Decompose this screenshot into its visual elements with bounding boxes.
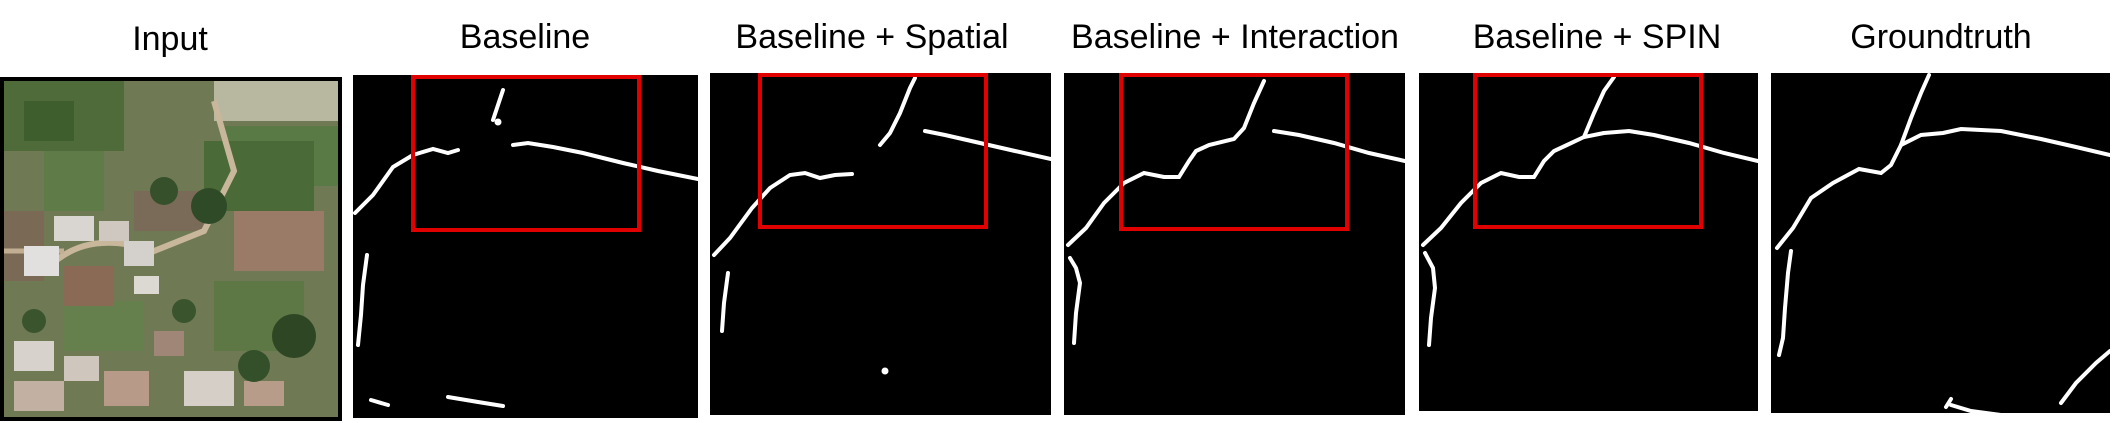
highlight-box: [411, 75, 641, 232]
prediction-map-baseline: [353, 75, 698, 418]
panel-title-input: Input: [132, 20, 208, 58]
panel-title-groundtruth: Groundtruth: [1850, 18, 2032, 56]
input-aerial-image: [0, 77, 342, 421]
prediction-map-baseline-spatial: [710, 73, 1051, 415]
panel-title-baseline-spatial: Baseline + Spatial: [735, 18, 1009, 56]
prediction-map-baseline-spin: [1419, 73, 1758, 411]
highlight-box: [758, 73, 988, 229]
panel-title-baseline: Baseline: [459, 18, 591, 56]
groundtruth-map: [1771, 73, 2110, 413]
prediction-map-baseline-interaction: [1064, 73, 1405, 415]
panel-title-baseline-spin: Baseline + SPIN: [1472, 18, 1722, 56]
panel-title-baseline-interaction: Baseline + Interaction: [1071, 18, 1399, 56]
highlight-box: [1473, 73, 1703, 229]
highlight-box: [1119, 73, 1349, 231]
